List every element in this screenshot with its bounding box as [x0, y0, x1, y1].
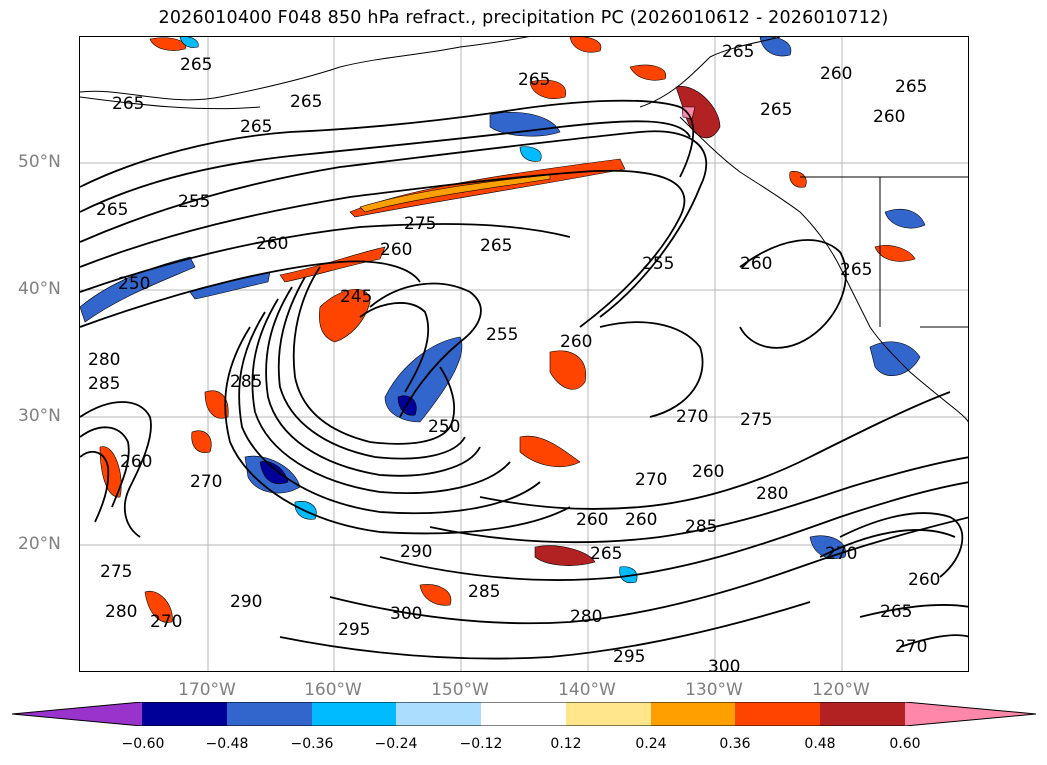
contour-label: 285 — [230, 372, 262, 392]
contour-label: 270 — [190, 472, 222, 492]
contour-label: 290 — [400, 542, 432, 562]
coastlines — [80, 37, 968, 423]
contour-label: 275 — [100, 562, 132, 582]
contour-label: 260 — [873, 107, 905, 127]
contours — [80, 99, 968, 660]
colorbar-segment — [735, 702, 820, 726]
colorbar-tick-label: 0.36 — [719, 736, 751, 752]
contour-label: 265 — [290, 92, 322, 112]
contour-label: 265 — [480, 236, 512, 256]
colorbar-tick-label: 0.60 — [889, 736, 921, 752]
colorbar-segment — [227, 702, 312, 726]
lon-label: 160°W — [304, 680, 362, 700]
colorbar-tick-label: −0.48 — [205, 736, 249, 752]
contour-label: 270 — [676, 407, 708, 427]
contour-label: 260 — [256, 234, 288, 254]
lon-label: 170°W — [178, 680, 236, 700]
contour-label: 265 — [240, 117, 272, 137]
contour-label: 260 — [740, 254, 772, 274]
contour-label: 265 — [590, 544, 622, 564]
colorbar-extend-low — [12, 702, 142, 726]
lon-label: 150°W — [431, 680, 489, 700]
contour-label: 245 — [340, 287, 372, 307]
contour-label: 285 — [685, 517, 717, 537]
map-title: 2026010400 F048 850 hPa refract., precip… — [158, 8, 889, 28]
colorbar-tick-label: −0.24 — [374, 736, 418, 752]
contour-label: 270 — [895, 637, 927, 657]
contour-label: 265 — [722, 42, 754, 62]
colorbar — [12, 702, 1036, 726]
colorbar-segment — [396, 702, 481, 726]
colorbar-segment — [651, 702, 735, 726]
contour-label: 270 — [825, 544, 857, 564]
colorbar-segment — [566, 702, 651, 726]
lat-label: 30°N — [18, 406, 61, 426]
contour-label: 275 — [740, 410, 772, 430]
map-canvas: 265 265 265 265 265 265 265 260 265 260 … — [80, 37, 968, 672]
colorbar-segment — [142, 702, 227, 726]
contour-label: 250 — [118, 274, 150, 294]
contour-label: 260 — [625, 510, 657, 530]
contour-label: 255 — [642, 254, 674, 274]
contour-label: 290 — [230, 592, 262, 612]
contour-label: 285 — [88, 374, 120, 394]
colorbar-tick-label: −0.36 — [290, 736, 334, 752]
contour-label: 250 — [428, 417, 460, 437]
colorbar-segment — [312, 702, 396, 726]
contour-label: 255 — [178, 192, 210, 212]
contour-label: 260 — [820, 64, 852, 84]
lon-label: 130°W — [685, 680, 743, 700]
contour-label: 260 — [120, 452, 152, 472]
colorbar-tick-label: −0.12 — [459, 736, 503, 752]
contour-label: 300 — [708, 657, 740, 672]
lat-label: 20°N — [18, 534, 61, 554]
contour-label: 265 — [96, 200, 128, 220]
colorbar-tick-label: −0.60 — [121, 736, 165, 752]
contour-label: 265 — [112, 94, 144, 114]
map-panel[interactable]: 265 265 265 265 265 265 265 260 265 260 … — [79, 36, 969, 672]
contour-label: 270 — [635, 470, 667, 490]
contour-label: 260 — [380, 240, 412, 260]
colorbar-segment — [481, 702, 566, 726]
contour-label: 280 — [105, 602, 137, 622]
contour-label: 295 — [338, 620, 370, 640]
contour-label: 260 — [560, 332, 592, 352]
lon-label: 140°W — [558, 680, 616, 700]
contour-label: 280 — [88, 350, 120, 370]
lon-label: 120°W — [812, 680, 870, 700]
contour-label: 265 — [518, 70, 550, 90]
contour-label: 280 — [756, 484, 788, 504]
colorbar-extend-high — [905, 702, 1036, 726]
contour-label: 265 — [840, 260, 872, 280]
contour-labels: 265 265 265 265 265 265 265 260 265 260 … — [88, 42, 940, 672]
contour-label: 270 — [150, 612, 182, 632]
precip-positive-shading — [99, 37, 916, 623]
contour-label: 300 — [390, 604, 422, 624]
contour-label: 285 — [468, 582, 500, 602]
contour-label: 265 — [880, 602, 912, 622]
contour-label: 260 — [908, 570, 940, 590]
contour-label: 265 — [180, 55, 212, 75]
colorbar-tick-label: 0.12 — [550, 736, 582, 752]
contour-label: 255 — [486, 325, 518, 345]
contour-label: 260 — [692, 462, 724, 482]
colorbar-segment — [820, 702, 905, 726]
contour-label: 280 — [570, 607, 602, 627]
contour-label: 265 — [895, 77, 927, 97]
colorbar-tick-label: 0.48 — [804, 736, 836, 752]
contour-label: 260 — [576, 510, 608, 530]
contour-label: 275 — [404, 214, 436, 234]
contour-label: 265 — [760, 100, 792, 120]
lat-label: 40°N — [18, 279, 61, 299]
contour-label: 295 — [613, 647, 645, 667]
colorbar-tick-label: 0.24 — [635, 736, 667, 752]
lat-label: 50°N — [18, 152, 61, 172]
